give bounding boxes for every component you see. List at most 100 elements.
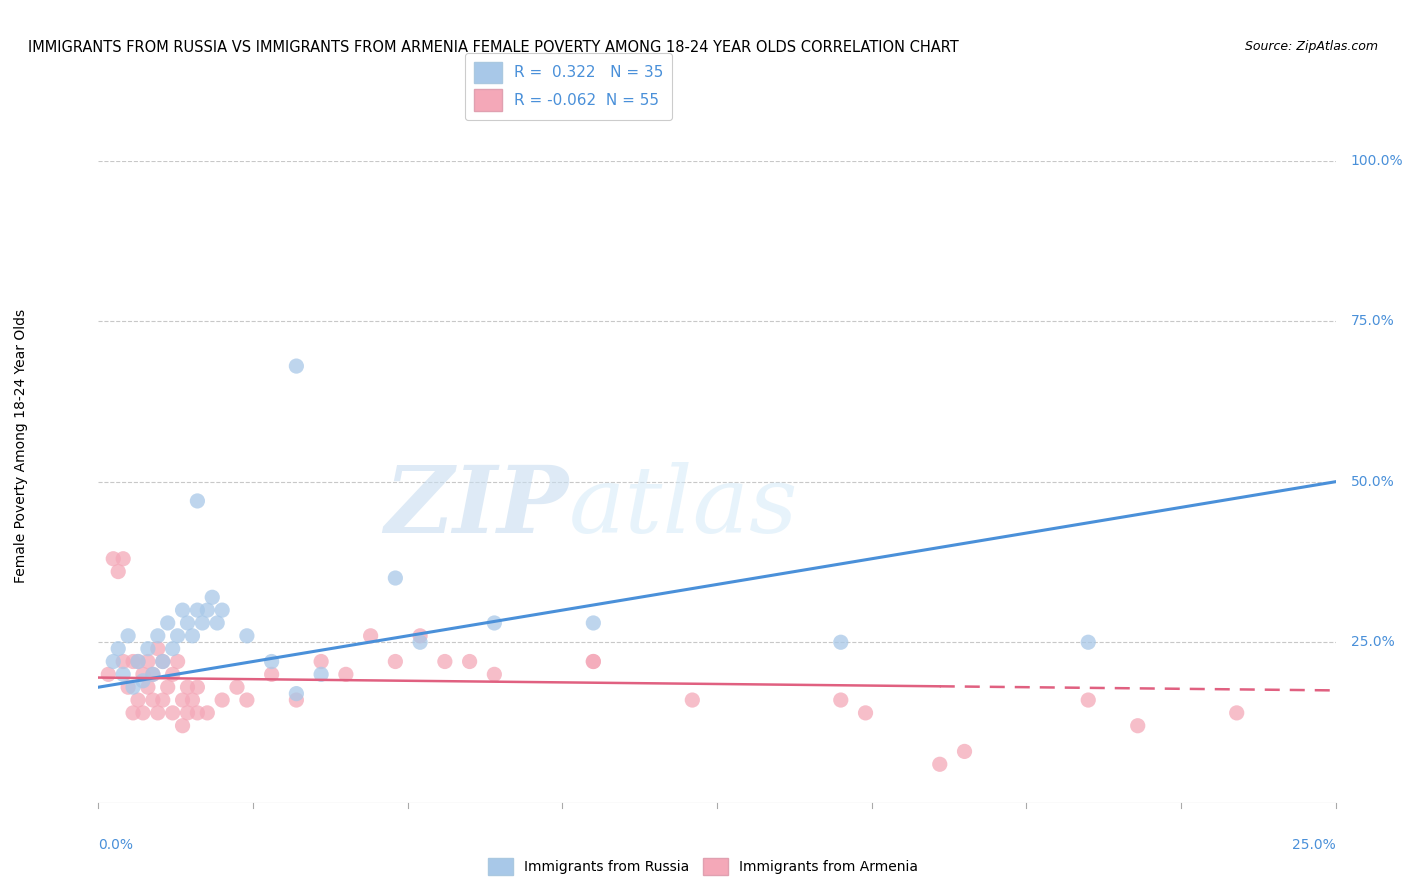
Point bbox=[285, 687, 308, 701]
Point bbox=[152, 693, 174, 707]
Point bbox=[181, 693, 204, 707]
Point bbox=[176, 680, 198, 694]
Point bbox=[928, 757, 950, 772]
Point bbox=[186, 680, 208, 694]
Point bbox=[484, 667, 506, 681]
Point bbox=[309, 667, 332, 681]
Point bbox=[117, 680, 139, 694]
Point bbox=[201, 591, 224, 605]
Point bbox=[142, 667, 165, 681]
Text: Source: ZipAtlas.com: Source: ZipAtlas.com bbox=[1244, 40, 1378, 54]
Point bbox=[205, 615, 228, 630]
Point bbox=[176, 615, 198, 630]
Point bbox=[260, 667, 283, 681]
Point bbox=[107, 565, 129, 579]
Point bbox=[146, 706, 169, 720]
Point bbox=[186, 706, 208, 720]
Point bbox=[152, 655, 174, 669]
Point bbox=[162, 667, 184, 681]
Point bbox=[117, 629, 139, 643]
Point bbox=[97, 667, 120, 681]
Point bbox=[127, 655, 149, 669]
Point bbox=[458, 655, 481, 669]
Text: IMMIGRANTS FROM RUSSIA VS IMMIGRANTS FROM ARMENIA FEMALE POVERTY AMONG 18-24 YEA: IMMIGRANTS FROM RUSSIA VS IMMIGRANTS FRO… bbox=[28, 40, 959, 55]
Point bbox=[335, 667, 357, 681]
Point bbox=[186, 603, 208, 617]
Point bbox=[409, 629, 432, 643]
Point bbox=[103, 655, 125, 669]
Point bbox=[122, 655, 145, 669]
Point bbox=[211, 693, 233, 707]
Point bbox=[195, 706, 218, 720]
Text: 25.0%: 25.0% bbox=[1351, 635, 1395, 649]
Point bbox=[122, 680, 145, 694]
Point bbox=[186, 494, 208, 508]
Point bbox=[181, 629, 204, 643]
Point bbox=[1077, 635, 1099, 649]
Point bbox=[191, 615, 214, 630]
Point bbox=[156, 615, 179, 630]
Point bbox=[142, 693, 165, 707]
Point bbox=[112, 655, 135, 669]
Text: 75.0%: 75.0% bbox=[1351, 314, 1395, 328]
Point bbox=[830, 693, 852, 707]
Text: 100.0%: 100.0% bbox=[1351, 153, 1403, 168]
Legend: Immigrants from Russia, Immigrants from Armenia: Immigrants from Russia, Immigrants from … bbox=[482, 853, 924, 880]
Text: 25.0%: 25.0% bbox=[1292, 838, 1336, 852]
Point bbox=[285, 693, 308, 707]
Point bbox=[309, 655, 332, 669]
Point bbox=[156, 680, 179, 694]
Point bbox=[112, 667, 135, 681]
Point bbox=[384, 655, 406, 669]
Point bbox=[107, 641, 129, 656]
Point bbox=[122, 706, 145, 720]
Point bbox=[162, 706, 184, 720]
Point bbox=[103, 551, 125, 566]
Point bbox=[195, 603, 218, 617]
Point bbox=[136, 655, 159, 669]
Text: 50.0%: 50.0% bbox=[1351, 475, 1395, 489]
Point bbox=[112, 551, 135, 566]
Point bbox=[236, 693, 259, 707]
Point bbox=[172, 603, 194, 617]
Point bbox=[136, 641, 159, 656]
Point bbox=[132, 706, 155, 720]
Text: ZIP: ZIP bbox=[384, 462, 568, 552]
Point bbox=[146, 641, 169, 656]
Point bbox=[226, 680, 249, 694]
Point bbox=[409, 635, 432, 649]
Point bbox=[162, 641, 184, 656]
Point bbox=[146, 629, 169, 643]
Point bbox=[172, 719, 194, 733]
Point bbox=[285, 359, 308, 373]
Point bbox=[681, 693, 703, 707]
Point bbox=[953, 744, 976, 758]
Point bbox=[136, 680, 159, 694]
Point bbox=[236, 629, 259, 643]
Point bbox=[142, 667, 165, 681]
Point bbox=[830, 635, 852, 649]
Point bbox=[855, 706, 877, 720]
Text: 0.0%: 0.0% bbox=[98, 838, 134, 852]
Point bbox=[132, 667, 155, 681]
Point bbox=[384, 571, 406, 585]
Text: atlas: atlas bbox=[568, 462, 799, 552]
Legend: R =  0.322   N = 35, R = -0.062  N = 55: R = 0.322 N = 35, R = -0.062 N = 55 bbox=[465, 53, 672, 120]
Point bbox=[172, 693, 194, 707]
Point bbox=[484, 615, 506, 630]
Point bbox=[152, 655, 174, 669]
Point bbox=[433, 655, 456, 669]
Point bbox=[166, 629, 188, 643]
Point bbox=[1077, 693, 1099, 707]
Point bbox=[582, 615, 605, 630]
Point bbox=[127, 655, 149, 669]
Point bbox=[1126, 719, 1149, 733]
Point bbox=[127, 693, 149, 707]
Point bbox=[166, 655, 188, 669]
Point bbox=[260, 655, 283, 669]
Point bbox=[132, 673, 155, 688]
Point bbox=[582, 655, 605, 669]
Text: Female Poverty Among 18-24 Year Olds: Female Poverty Among 18-24 Year Olds bbox=[14, 309, 28, 583]
Point bbox=[176, 706, 198, 720]
Point bbox=[582, 655, 605, 669]
